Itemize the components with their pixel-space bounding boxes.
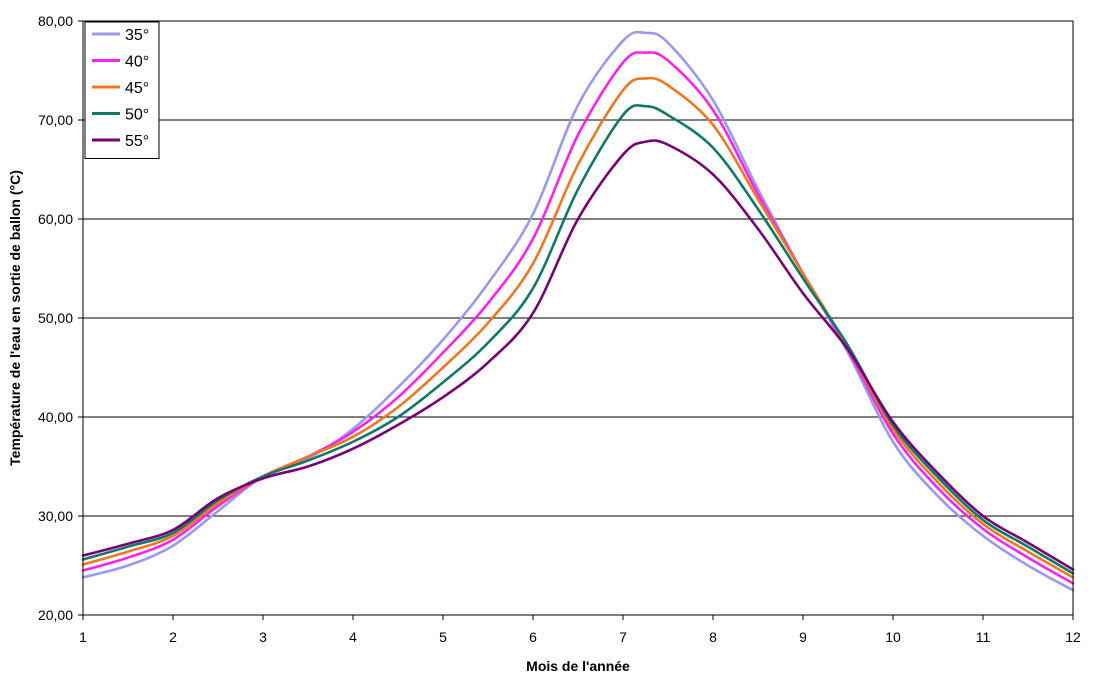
plot-area-frame <box>82 20 1074 616</box>
x-tick-label: 12 <box>1065 629 1081 645</box>
series-line-45 <box>81 76 1075 579</box>
series-line-35 <box>81 30 1075 592</box>
series-line-55 <box>81 139 1075 571</box>
x-tick-label: 10 <box>885 629 901 645</box>
x-axis-title: Mois de l'année <box>526 658 630 674</box>
x-tick-label: 3 <box>259 629 267 645</box>
x-tick-label: 11 <box>976 629 991 645</box>
x-tick-labels: 1 2 3 4 5 6 7 8 9 10 11 12 <box>79 629 1081 645</box>
gridlines <box>83 20 1073 616</box>
series-line-50 <box>81 104 1075 575</box>
x-tick-label: 7 <box>619 629 627 645</box>
legend-label: 45° <box>125 80 149 97</box>
x-tick-label: 6 <box>529 629 537 645</box>
y-tick-label: 70,00 <box>38 112 73 128</box>
legend-label: 35° <box>125 27 149 44</box>
y-axis-title: Température de l'eau en sortie de ballon… <box>7 170 23 466</box>
y-tick-label: 50,00 <box>38 310 73 326</box>
series-lines <box>81 30 1075 592</box>
axis-ticks <box>78 20 1074 620</box>
x-tick-label: 2 <box>169 629 177 645</box>
y-tick-label: 20,00 <box>38 607 73 623</box>
legend-label: 50° <box>125 107 149 124</box>
x-tick-label: 8 <box>709 629 717 645</box>
legend-label: 55° <box>125 133 149 150</box>
legend-box <box>84 21 160 159</box>
y-tick-label: 80,00 <box>38 13 73 29</box>
x-tick-label: 1 <box>79 629 87 645</box>
y-tick-labels: 20,00 30,00 40,00 50,00 60,00 70,00 80,00 <box>38 13 73 623</box>
legend: 35° 40° 45° 50° 55° <box>84 21 160 159</box>
y-tick-label: 40,00 <box>38 409 73 425</box>
legend-label: 40° <box>125 54 149 71</box>
x-tick-label: 9 <box>799 629 807 645</box>
x-tick-label: 4 <box>349 629 357 645</box>
y-tick-label: 30,00 <box>38 508 73 524</box>
y-tick-label: 60,00 <box>38 211 73 227</box>
x-tick-label: 5 <box>439 629 447 645</box>
